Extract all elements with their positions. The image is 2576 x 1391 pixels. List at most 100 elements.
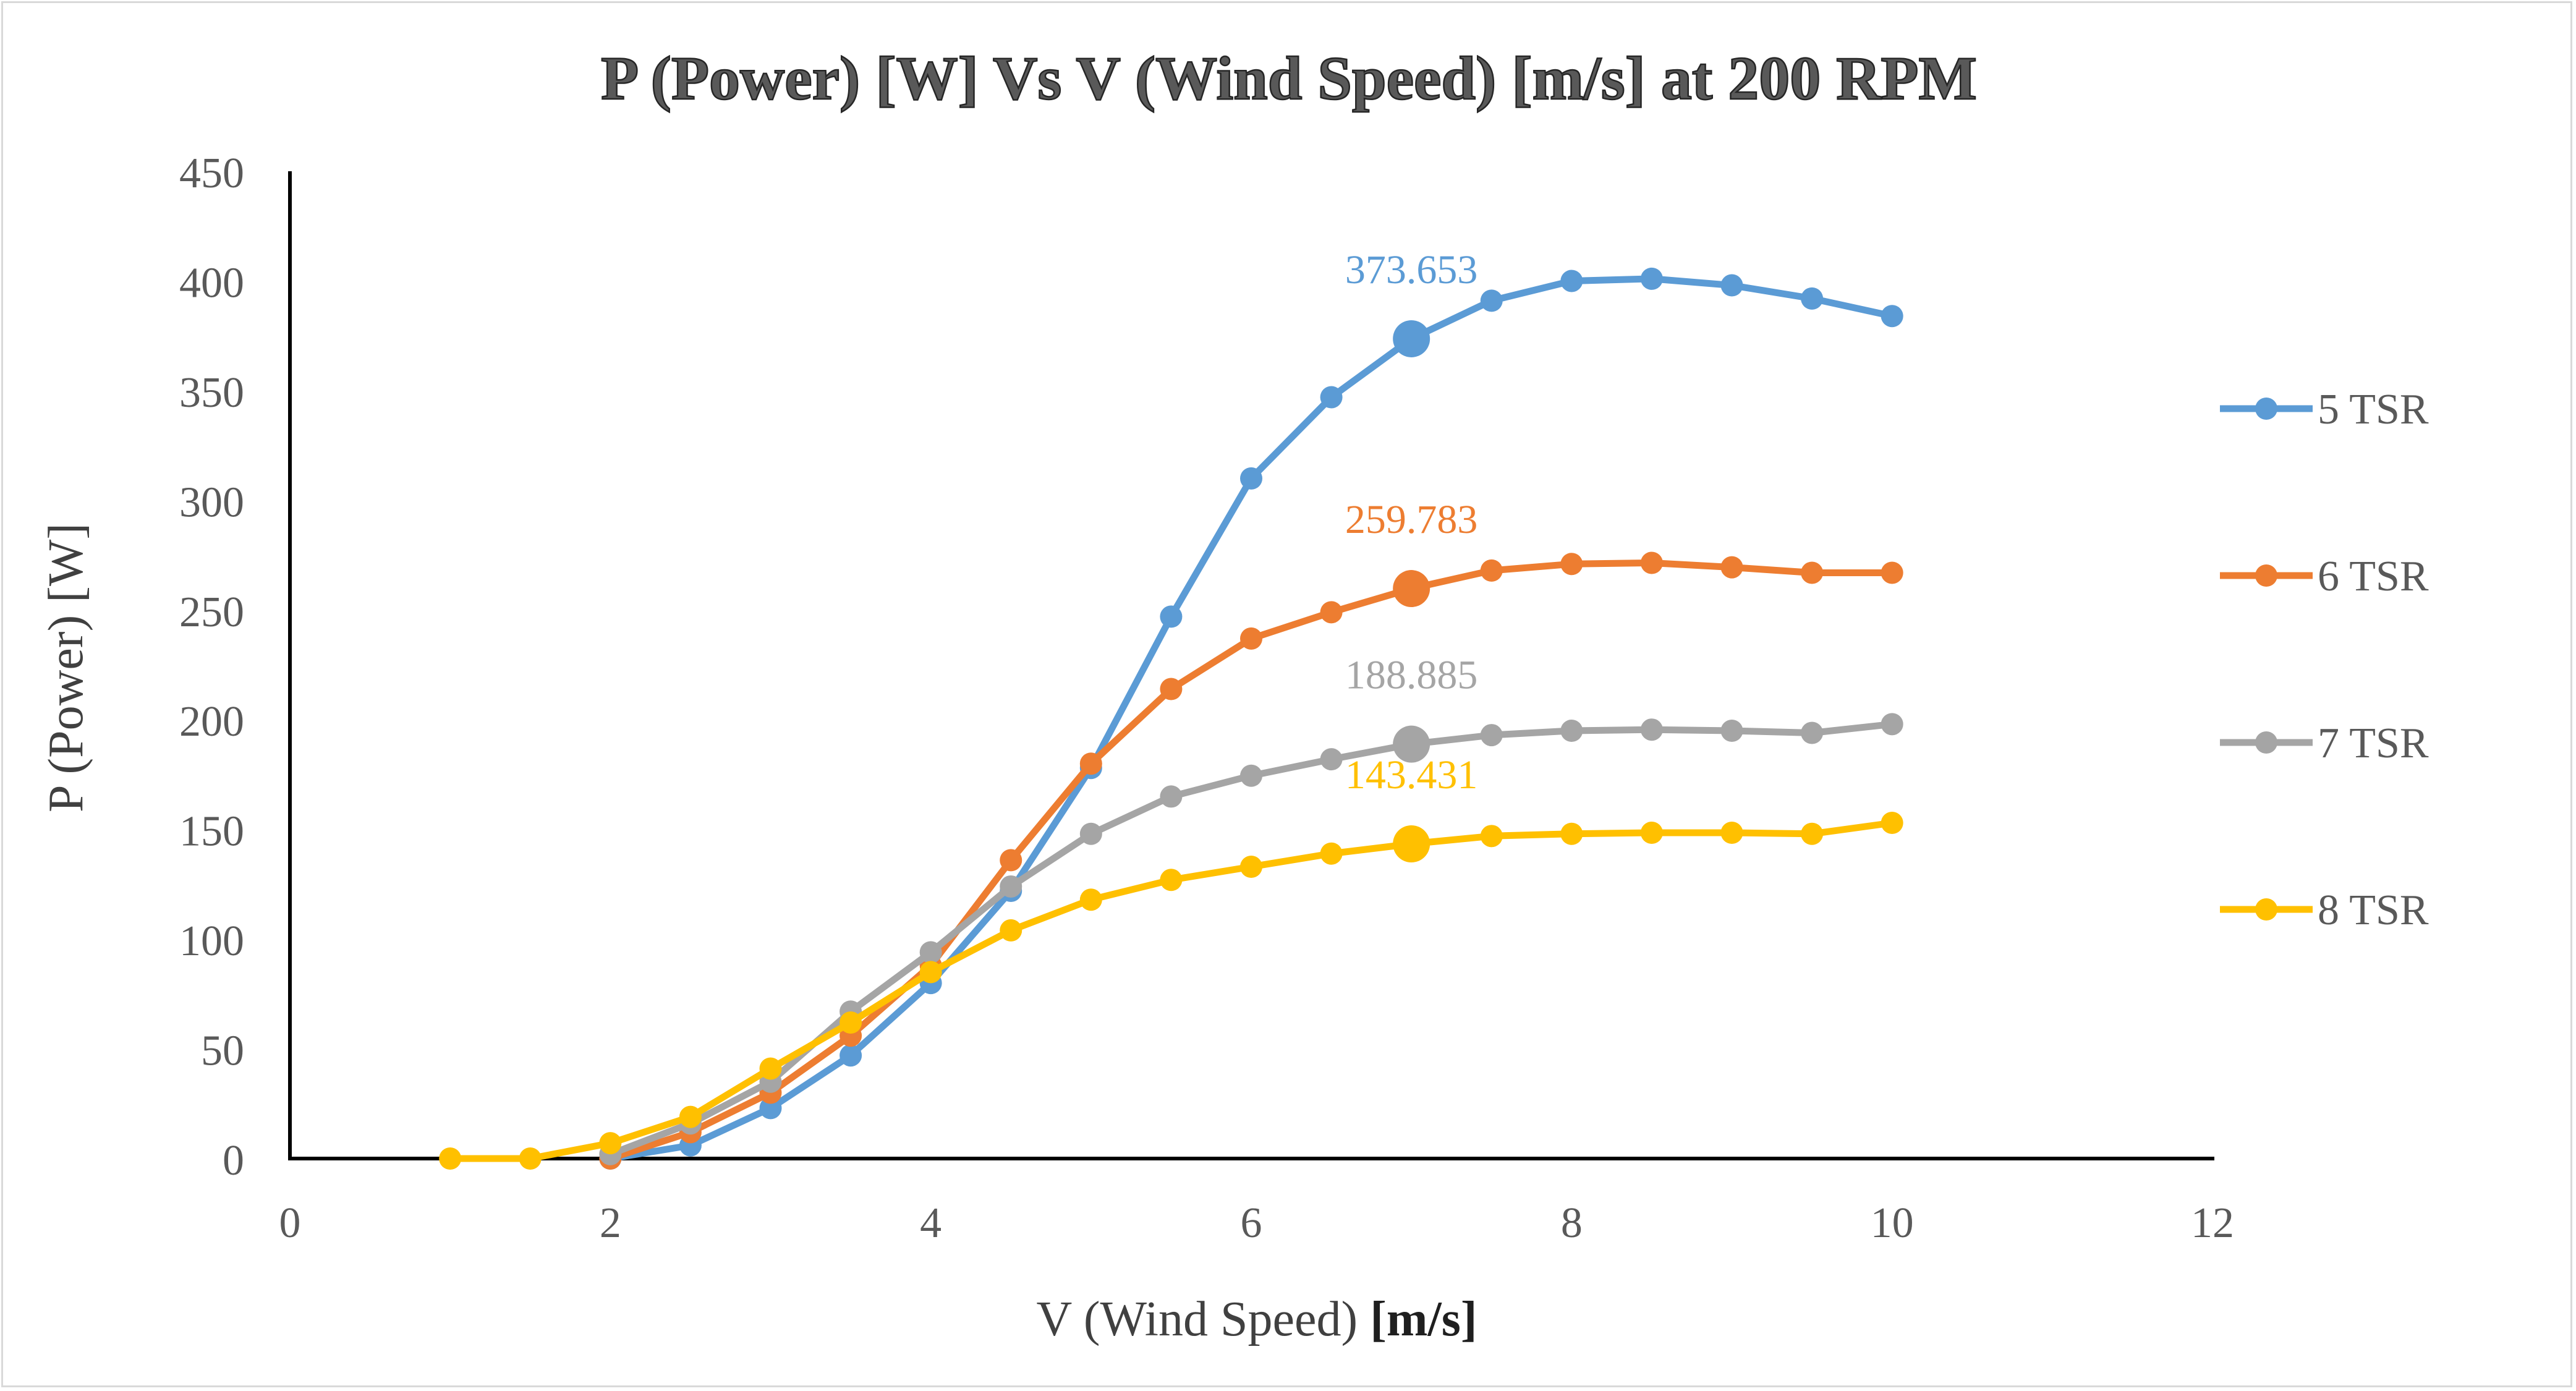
data-point (1801, 287, 1824, 310)
data-point (1480, 559, 1503, 582)
data-point (1480, 289, 1503, 312)
data-point (1320, 748, 1343, 771)
legend-item: 8 TSR (2220, 887, 2429, 934)
series-line (606, 275, 1896, 1162)
data-point (1801, 561, 1824, 584)
y-tick-label: 350 (179, 369, 244, 417)
data-point (1160, 605, 1183, 628)
data-point (679, 1105, 702, 1128)
data-point (1720, 556, 1743, 579)
legend-label: 5 TSR (2318, 386, 2429, 433)
data-point (919, 961, 942, 984)
legend-label: 6 TSR (2318, 553, 2429, 600)
data-point (1480, 825, 1503, 848)
data-label: 259.783 (1345, 497, 1478, 542)
data-point (1079, 888, 1102, 911)
data-point (1801, 721, 1824, 744)
legend: 5 TSR 6 TSR 7 TSR 8 TSR (2220, 386, 2429, 934)
x-tick-label: 8 (1561, 1199, 1583, 1247)
y-tick-label: 0 (223, 1137, 244, 1185)
highlight-point (1393, 320, 1430, 357)
legend-marker (2255, 564, 2277, 587)
x-tick-label: 6 (1241, 1199, 1262, 1247)
y-tick-label: 250 (179, 589, 244, 636)
data-point (1560, 553, 1583, 576)
x-tick-label: 10 (1871, 1199, 1914, 1247)
data-labels: 373.653 259.783 188.885 143.431 (1345, 247, 1478, 798)
data-point (1160, 869, 1183, 891)
data-point (919, 941, 942, 964)
y-tick-label: 50 (201, 1027, 244, 1075)
x-axis-title: V (Wind Speed) [m/s] (1037, 1292, 1477, 1346)
legend-item: 5 TSR (2220, 386, 2429, 433)
legend-label: 7 TSR (2318, 720, 2429, 767)
data-point (1640, 551, 1663, 574)
x-tick-label: 2 (600, 1199, 621, 1247)
data-point (1881, 812, 1903, 835)
legend-item: 7 TSR (2220, 720, 2429, 767)
data-point (1079, 822, 1102, 845)
data-point (840, 1011, 862, 1034)
data-point (1720, 274, 1743, 297)
data-point (1000, 849, 1022, 872)
data-point (1881, 561, 1903, 584)
data-point (439, 1147, 462, 1170)
legend-item: 6 TSR (2220, 553, 2429, 600)
y-tick-labels: 0 50 100 150 200 250 300 350 400 450 (179, 150, 244, 1185)
series-8-tsr (439, 812, 1903, 1170)
data-point (1480, 724, 1503, 747)
series-7-tsr (599, 713, 1903, 1165)
series-5-tsr (599, 267, 1903, 1170)
data-label: 373.653 (1345, 247, 1478, 292)
data-point (1240, 467, 1262, 490)
data-point (1801, 822, 1824, 845)
highlight-point (1393, 825, 1430, 862)
chart-area: P (Power) [W] Vs V (Wind Speed) [m/s] at… (39, 43, 2429, 1346)
data-point (1320, 386, 1343, 409)
data-point (1240, 855, 1262, 878)
data-point (1720, 719, 1743, 742)
data-label: 143.431 (1345, 752, 1478, 798)
highlight-point (1393, 570, 1430, 608)
y-tick-label: 300 (179, 479, 244, 526)
data-point (1160, 785, 1183, 808)
legend-marker (2255, 731, 2277, 754)
data-point (840, 1044, 862, 1067)
data-point (1000, 919, 1022, 942)
x-axis-title-unit: [m/s] (1370, 1292, 1477, 1346)
y-tick-label: 100 (179, 917, 244, 965)
data-point (759, 1057, 782, 1080)
plot-series (439, 267, 1903, 1170)
highlight-point (1393, 725, 1430, 763)
data-point (1640, 718, 1663, 741)
data-point (1881, 305, 1903, 328)
y-tick-label: 400 (179, 259, 244, 307)
data-point (1640, 267, 1663, 290)
data-point (1640, 821, 1663, 844)
y-tick-label: 200 (179, 698, 244, 746)
data-point (1560, 719, 1583, 742)
data-point (599, 1132, 622, 1155)
data-point (1240, 764, 1262, 787)
data-point (1320, 601, 1343, 624)
x-tick-label: 0 (279, 1199, 301, 1247)
data-point (1240, 627, 1262, 650)
x-tick-label: 12 (2191, 1199, 2234, 1247)
data-point (1881, 713, 1903, 736)
data-label: 188.885 (1345, 653, 1478, 698)
data-point (1160, 678, 1183, 700)
data-point (1720, 821, 1743, 844)
data-point (1079, 752, 1102, 775)
x-tick-label: 4 (920, 1199, 942, 1247)
y-tick-label: 450 (179, 150, 244, 197)
x-tick-labels: 0 2 4 6 8 10 12 (279, 1199, 2235, 1247)
y-tick-label: 150 (179, 808, 244, 856)
data-point (759, 1097, 782, 1120)
legend-label: 8 TSR (2318, 887, 2429, 934)
data-point (1560, 270, 1583, 292)
y-axis-title: P (Power) [W] (39, 523, 93, 812)
data-point (1560, 822, 1583, 845)
data-point (1000, 875, 1022, 898)
x-axis-title-text: V (Wind Speed) (1037, 1292, 1371, 1346)
